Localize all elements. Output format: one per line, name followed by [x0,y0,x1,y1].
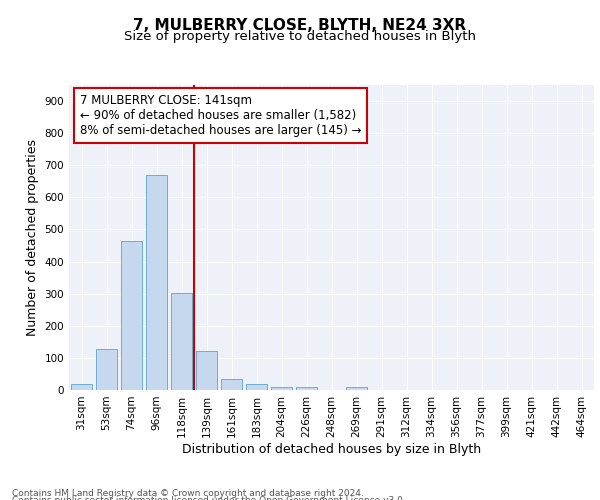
Bar [271,387,292,390]
Bar [346,387,367,390]
Text: 7, MULBERRY CLOSE, BLYTH, NE24 3XR: 7, MULBERRY CLOSE, BLYTH, NE24 3XR [133,18,467,32]
Bar [71,384,92,390]
Bar [171,292,192,390]
Text: Contains public sector information licensed under the Open Government Licence v3: Contains public sector information licen… [12,496,406,500]
Text: 7 MULBERRY CLOSE: 141sqm
← 90% of detached houses are smaller (1,582)
8% of semi: 7 MULBERRY CLOSE: 141sqm ← 90% of detach… [79,94,361,137]
Bar [146,175,167,390]
Bar [196,352,217,390]
Bar [96,349,117,390]
Bar [246,384,267,390]
Bar [121,242,142,390]
Bar [221,379,242,390]
Bar [296,388,317,390]
Text: Contains HM Land Registry data © Crown copyright and database right 2024.: Contains HM Land Registry data © Crown c… [12,488,364,498]
Y-axis label: Number of detached properties: Number of detached properties [26,139,39,336]
X-axis label: Distribution of detached houses by size in Blyth: Distribution of detached houses by size … [182,442,481,456]
Text: Size of property relative to detached houses in Blyth: Size of property relative to detached ho… [124,30,476,43]
